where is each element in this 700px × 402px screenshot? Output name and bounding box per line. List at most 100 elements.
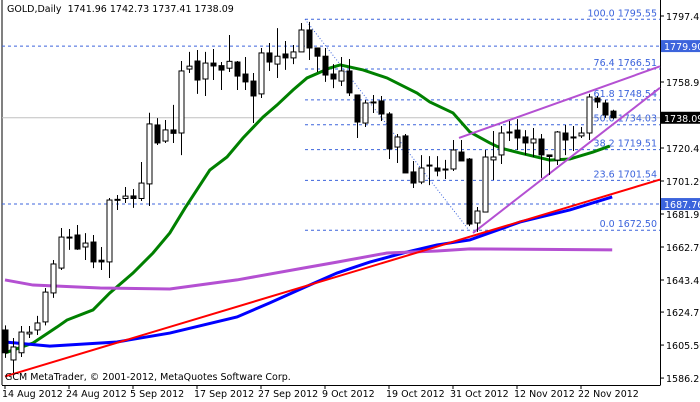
candle-body-bear: [442, 168, 449, 171]
bid-price-tag: 1738.09: [664, 114, 700, 125]
fib-level-label: 0.0 1672.50: [600, 219, 657, 230]
x-tick-label: 19 Oct 2012: [386, 389, 445, 400]
candle: [306, 21, 313, 60]
candle-body-bull: [274, 55, 281, 65]
moving-average-line: [4, 247, 613, 291]
candle-body-bull: [506, 131, 513, 134]
candle-body-bear: [210, 62, 217, 67]
candle: [338, 57, 345, 87]
candle-body-bear: [242, 73, 249, 83]
fib-level-label: 100.0 1795.55: [587, 8, 657, 19]
candle-body-bull: [226, 60, 233, 69]
candle: [50, 260, 57, 298]
candle-body-bear: [466, 158, 473, 225]
fib-level-label: 61.8 1748.54: [594, 89, 657, 100]
candle: [194, 50, 201, 94]
y-tick-label: 1662.70: [666, 243, 700, 254]
candle: [82, 233, 89, 261]
candle: [586, 93, 593, 141]
hline-price-tag: 1687.76: [664, 200, 700, 211]
candle-body-bear: [410, 171, 417, 184]
candle: [434, 156, 441, 177]
trendline: [458, 65, 661, 139]
candle: [98, 247, 105, 270]
candle: [266, 43, 273, 71]
candle-body-bear: [306, 29, 313, 49]
candle: [258, 47, 265, 99]
candle-body-bull: [146, 123, 153, 185]
candle-body-bear: [66, 236, 73, 239]
candle-body-bear: [538, 138, 545, 156]
candle: [314, 47, 321, 72]
candle: [602, 100, 609, 118]
candle-body-bull: [426, 164, 433, 167]
candle-body-bear: [402, 135, 409, 174]
trendline: [472, 87, 661, 234]
candle-body-bull: [178, 70, 185, 134]
candle: [42, 287, 49, 326]
candle: [18, 326, 25, 358]
candle: [130, 189, 137, 208]
candle-body-bear: [282, 53, 289, 59]
candle-body-bull: [450, 149, 457, 170]
candle-body-bull: [26, 331, 33, 335]
x-tick-label: 9 Oct 2012: [322, 389, 375, 400]
candle: [482, 149, 489, 213]
bid-price-tag-bg: [661, 111, 700, 124]
candle: [474, 207, 481, 232]
x-tick-label: 24 Aug 2012: [66, 389, 127, 400]
candle: [594, 95, 601, 108]
candle-body-bear: [266, 52, 273, 63]
candle: [114, 195, 121, 210]
candle-body-bull: [50, 263, 57, 294]
candle: [530, 128, 537, 158]
candle: [106, 197, 113, 279]
candle: [554, 130, 561, 166]
candle-body-bear: [354, 94, 361, 123]
candle-body-bull: [258, 52, 265, 95]
fib-level-label: 38.2 1719.51: [594, 139, 657, 150]
y-tick-label: 1720.45: [666, 144, 700, 155]
candle: [2, 325, 9, 358]
candle: [330, 64, 337, 89]
chart-title: GOLD,Daily 1741.96 1742.73 1737.41 1738.…: [7, 4, 234, 15]
candle-body-bull: [474, 210, 481, 224]
candle-body-bear: [434, 167, 441, 172]
candle: [298, 22, 305, 53]
candle-body-bull: [530, 138, 537, 144]
candle-body-bull: [18, 331, 25, 354]
candle-body-bull: [58, 236, 65, 269]
candle-body-bear: [130, 195, 137, 199]
candle: [410, 160, 417, 189]
candle: [450, 140, 457, 172]
hline-price-tag: 1779.90: [664, 42, 700, 53]
candle: [346, 58, 353, 96]
moving-average-line: [4, 195, 613, 348]
x-tick-label: 17 Sep 2012: [194, 389, 254, 400]
candle: [26, 326, 33, 339]
y-tick-label: 1624.75: [666, 308, 700, 319]
close-value: 1738.09: [194, 4, 234, 15]
candle-body-bear: [514, 129, 521, 139]
fib-level-label: 76.4 1766.51: [594, 58, 657, 69]
candle-body-bear: [194, 60, 201, 81]
candle-body-bear: [322, 55, 329, 76]
candle: [274, 28, 281, 78]
candle: [498, 125, 505, 165]
fib-level-label: 50.0 1734.03: [594, 114, 657, 125]
candle: [66, 229, 73, 250]
candle-body-bear: [602, 102, 609, 116]
candle-body-bull: [114, 198, 121, 201]
candle-body-bull: [34, 322, 41, 331]
candle: [386, 112, 393, 160]
candle: [378, 95, 385, 122]
y-tick-label: 1758.95: [666, 78, 700, 89]
candle-body-bear: [250, 80, 257, 97]
candle-body-bear: [378, 100, 385, 115]
candle: [234, 61, 241, 90]
fib-level-label: 23.6 1701.54: [594, 169, 657, 180]
candle: [514, 119, 521, 150]
candle-body-bull: [202, 62, 209, 80]
candle-body-bull: [362, 102, 369, 124]
